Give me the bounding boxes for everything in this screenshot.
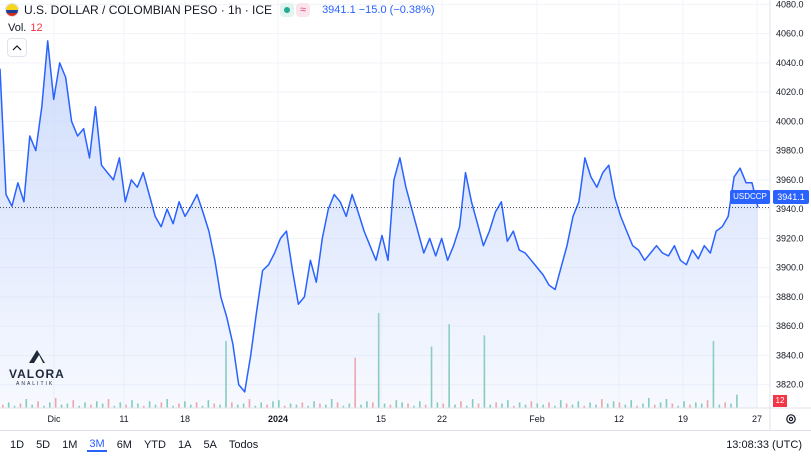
range-1d[interactable]: 1D <box>10 439 25 451</box>
symbol-title[interactable]: U.S. DOLLAR / COLOMBIAN PESO · 1h · ICE <box>24 3 273 17</box>
range-all[interactable]: Todos <box>228 439 259 451</box>
compare-icon[interactable]: ≈ <box>296 3 311 17</box>
collapse-legend-button[interactable] <box>7 38 27 57</box>
price-change-values: 3941.1 −15.0 (−0.38%) <box>322 4 435 16</box>
range-5a[interactable]: 5A <box>203 439 217 451</box>
y-tick-label: 4060.0 <box>776 29 804 39</box>
chevron-up-icon <box>12 44 22 50</box>
x-tick-label: 11 <box>119 414 128 424</box>
last-price-label: 3941.1 <box>773 190 809 204</box>
volume-legend[interactable]: Vol. 12 <box>8 22 43 34</box>
utc-clock[interactable]: 13:08:33 (UTC) <box>726 439 802 451</box>
price-line <box>0 40 759 393</box>
x-tick-label: 18 <box>180 414 190 424</box>
logo-mark-icon <box>29 350 45 363</box>
timeframe-toolbar: 1D 5D 1M 3M 6M YTD 1A 5A Todos 13:08:33 … <box>0 430 811 459</box>
logo-sub: ANALITIK <box>16 381 55 387</box>
range-1m[interactable]: 1M <box>62 439 78 451</box>
y-tick-label: 3980.0 <box>776 146 804 156</box>
range-6m[interactable]: 6M <box>116 439 132 451</box>
x-tick-label: 27 <box>752 414 762 424</box>
y-tick-label: 3900.0 <box>776 263 804 273</box>
x-tick-label: 12 <box>614 414 624 424</box>
volume-legend-value: 12 <box>30 22 43 34</box>
valora-logo: VALORA ANALITIK <box>9 348 65 387</box>
price-area <box>0 40 758 409</box>
y-tick-label: 3940.0 <box>776 204 804 214</box>
y-tick-label: 3840.0 <box>776 350 804 360</box>
x-tick-label: Dic <box>48 414 61 424</box>
x-tick-label: 2024 <box>268 414 288 424</box>
y-tick-label: 3880.0 <box>776 292 804 302</box>
range-ytd[interactable]: YTD <box>143 439 166 451</box>
range-3m[interactable]: 3M <box>87 438 107 452</box>
y-tick-label: 4040.0 <box>776 58 804 68</box>
y-tick-label: 3820.0 <box>776 380 804 390</box>
x-tick-label: Feb <box>529 414 545 424</box>
y-tick-label: 3860.0 <box>776 321 804 331</box>
range-5d[interactable]: 5D <box>36 439 51 451</box>
y-tick-label: 4080.0 <box>776 0 804 9</box>
x-tick-label: 19 <box>678 414 688 424</box>
market-status-icon[interactable] <box>280 3 295 17</box>
last-volume-label: 12 <box>773 395 787 407</box>
y-tick-label: 3960.0 <box>776 175 804 185</box>
volume-legend-label: Vol. <box>8 22 27 34</box>
flag-icon <box>6 4 18 16</box>
symbol-price-label: USDCCP <box>730 190 770 204</box>
y-tick-label: 3920.0 <box>776 233 804 243</box>
x-tick-label: 22 <box>437 414 447 424</box>
logo-name: VALORA <box>9 367 65 381</box>
price-chart[interactable]: 3820.0 3840.0 3860.0 3880.0 3900.0 3920.0 3940… <box>0 0 811 430</box>
chart-header: U.S. DOLLAR / COLOMBIAN PESO · 1h · ICE … <box>6 2 435 18</box>
y-tick-label: 4000.0 <box>776 116 804 126</box>
x-tick-label: 15 <box>376 414 386 424</box>
y-tick-label: 4020.0 <box>776 87 804 97</box>
range-1a[interactable]: 1A <box>177 439 192 451</box>
gear-icon[interactable] <box>785 413 797 425</box>
